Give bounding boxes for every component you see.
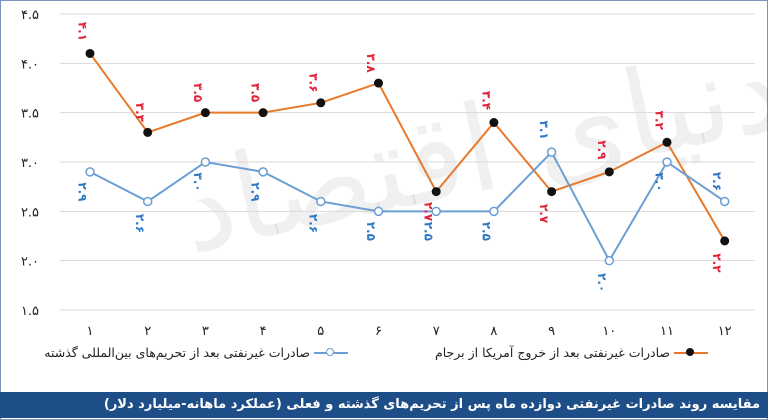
- data-point-orange: [662, 137, 672, 147]
- data-label: ۲.۵: [364, 222, 378, 241]
- legend-item-blue: صادرات غیرنفتی بعد از تحریم‌های بین‌المل…: [44, 345, 348, 360]
- data-point-blue: [373, 206, 384, 217]
- data-label: ۲.۹: [249, 182, 263, 202]
- x-tick-label: ۱۱: [660, 324, 674, 339]
- data-label: ۳.۶: [306, 73, 320, 92]
- data-point-orange: [604, 167, 614, 177]
- legend-label-orange: صادرات غیرنفتی بعد از خروج آمریکا از برج…: [434, 345, 670, 360]
- x-tick-label: ۷: [433, 324, 440, 339]
- line-chart: ۴.۵۴.۰۳.۵۳.۰۲.۵۲.۰۱.۵ ۱ ۲ ۳ ۴ ۵ ۶ ۷ ۸ ۹ ۱۰ ۱۱ ۱۲ ۴.…: [21, 8, 755, 339]
- data-point-orange: [258, 108, 268, 118]
- data-label: ۲.۶: [133, 214, 147, 233]
- data-point-blue: [85, 167, 95, 177]
- y-tick-label: ۴.۰: [21, 57, 39, 72]
- data-point-orange: [489, 118, 499, 128]
- y-tick-label: ۴.۵: [21, 8, 39, 23]
- series-lines: [89, 52, 726, 263]
- data-point-blue: [662, 157, 672, 167]
- data-point-orange: [200, 108, 210, 118]
- x-tick-label: ۱: [87, 324, 94, 339]
- data-point-orange: [143, 127, 153, 137]
- data-label: ۳.۱: [537, 121, 551, 140]
- y-tick-label: ۳.۵: [21, 107, 39, 122]
- y-tick-label: ۲.۰: [21, 255, 39, 270]
- data-point-blue: [142, 196, 153, 207]
- data-point-orange: [374, 78, 383, 88]
- data-label: ۳.۸: [364, 53, 378, 73]
- data-label: ۲.۹: [76, 182, 90, 202]
- x-tick-label: ۹: [548, 324, 555, 339]
- grid-lines: [60, 13, 755, 311]
- x-tick-label: ۶: [375, 324, 382, 339]
- legend-swatch-blue: [314, 347, 348, 358]
- legend: صادرات غیرنفتی بعد از خروج آمریکا از برج…: [0, 345, 768, 367]
- y-tick-label: ۳.۰: [21, 156, 39, 171]
- x-tick-label: ۲: [144, 324, 151, 339]
- data-point-orange: [547, 187, 557, 197]
- data-label: ۴.۱: [76, 22, 90, 41]
- y-axis-ticks: ۴.۵ ۴.۰ ۳.۵ ۳.۰ ۲.۵ ۲.۰ ۱.۵: [21, 8, 39, 319]
- data-point-blue: [546, 147, 557, 157]
- y-tick-label: ۱.۵: [21, 304, 39, 319]
- x-axis-ticks: ۱ ۲ ۳ ۴ ۵ ۶ ۷ ۸ ۹ ۱۰ ۱۱ ۱۲: [87, 324, 732, 339]
- data-label: ۲.۶: [306, 214, 320, 233]
- data-label: ۳.۴: [479, 91, 493, 110]
- x-tick-label: ۴: [260, 324, 267, 339]
- series-line-2: [89, 150, 726, 263]
- data-label: ۳.۵: [249, 83, 263, 102]
- legend-label-blue: صادرات غیرنفتی بعد از تحریم‌های بین‌المل…: [44, 345, 310, 360]
- data-point-blue: [316, 196, 326, 207]
- data-label: ۲.۷: [537, 204, 551, 224]
- data-point-blue: [719, 196, 730, 207]
- data-label: ۳.۲: [653, 111, 667, 131]
- x-tick-label: ۱۰: [602, 324, 616, 339]
- data-label: ۲.۷: [422, 202, 436, 222]
- data-label: ۲.۰: [595, 273, 609, 292]
- chart-caption: مقایسه روند صادرات غیرنفتی دوازده ماه پس…: [0, 392, 768, 418]
- data-point-orange: [720, 236, 730, 246]
- data-point-blue: [604, 255, 615, 266]
- x-tick-label: ۸: [490, 324, 497, 339]
- data-point-blue: [258, 167, 268, 177]
- legend-item-orange: صادرات غیرنفتی بعد از خروج آمریکا از برج…: [435, 345, 708, 360]
- y-tick-label: ۲.۵: [21, 205, 39, 220]
- data-point-blue: [431, 206, 441, 217]
- data-point-orange: [431, 187, 441, 197]
- data-label: ۲.۲: [710, 253, 724, 273]
- data-labels: ۴.۱ ۳.۳ ۳.۵ ۳.۵ ۳.۶ ۳.۸ ۲.۷ ۳.۴ ۲.۷ ۲.۹ ۳.۲ ۲.۲ ۲.۹ ۲…: [76, 22, 725, 292]
- data-label: ۲.۹: [595, 140, 609, 160]
- x-tick-label: ۱۲: [718, 324, 732, 339]
- data-label: ۲.۶: [710, 172, 724, 191]
- data-label: ۲.۵: [479, 222, 493, 241]
- data-label: ۳.۵: [191, 83, 205, 102]
- data-label: ۳.۰: [191, 172, 205, 191]
- data-label: ۳.۰: [653, 172, 667, 191]
- data-label: ۳.۳: [133, 103, 147, 123]
- legend-swatch-orange: [674, 347, 708, 358]
- x-tick-label: ۳: [202, 324, 209, 339]
- data-point-orange: [85, 48, 95, 58]
- x-tick-label: ۵: [317, 324, 324, 339]
- series-line-1: [89, 52, 726, 242]
- data-point-blue: [200, 157, 211, 167]
- series-markers: [85, 48, 730, 266]
- data-point-blue: [489, 206, 499, 217]
- data-label: ۲.۵: [422, 222, 436, 241]
- data-point-orange: [316, 98, 326, 108]
